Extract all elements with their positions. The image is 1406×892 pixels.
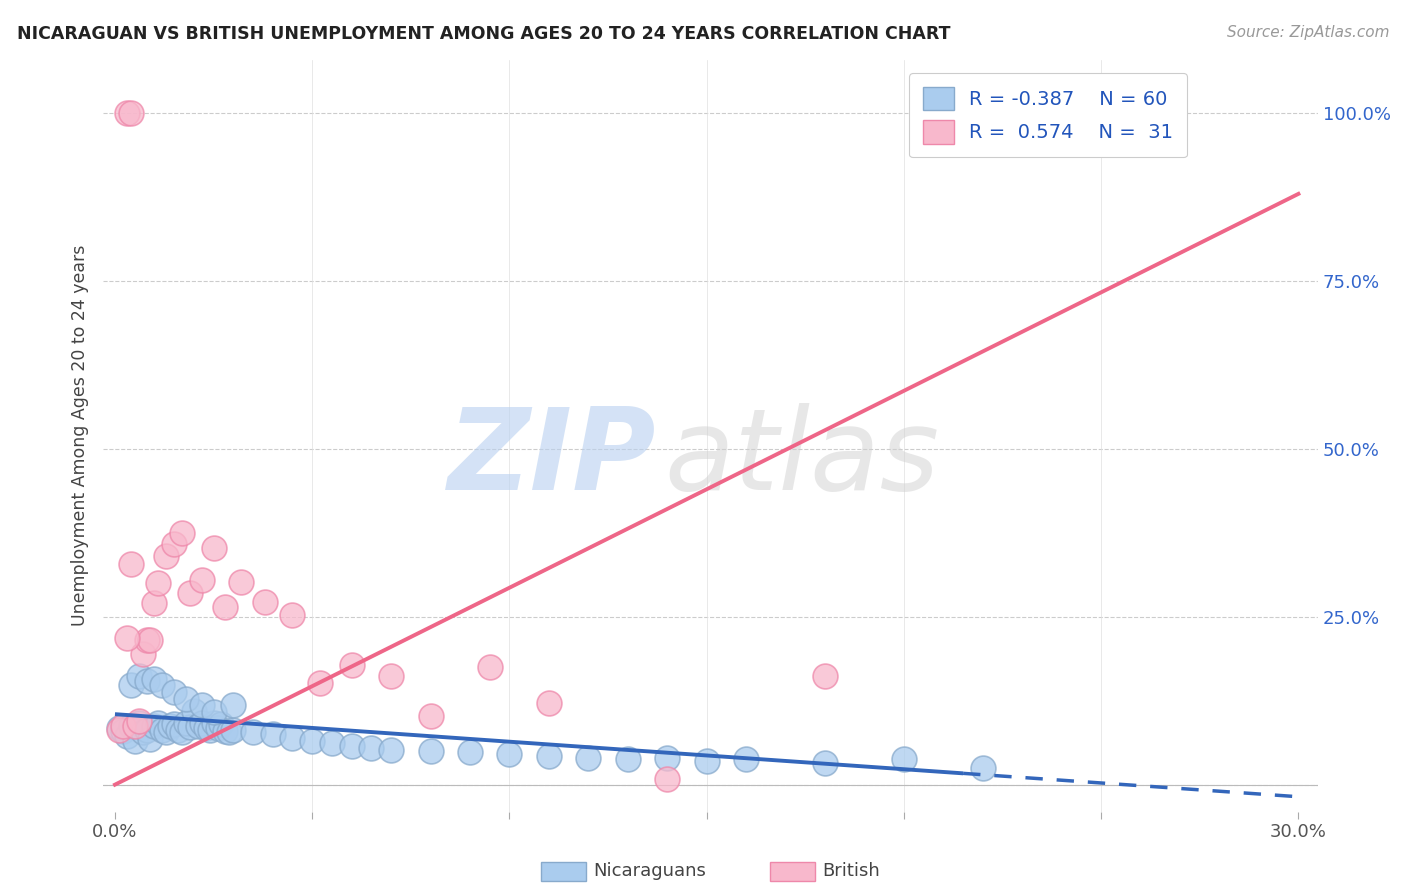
Point [657,751,679,765]
Text: ZIP: ZIP [447,402,657,514]
Point [419,709,441,723]
Point [135,633,157,648]
Point [183,704,205,718]
Point [174,715,197,730]
Point [155,549,177,564]
Point [190,698,212,713]
Point [340,658,363,673]
Point [148,715,170,730]
Point [170,525,193,540]
Point [108,721,131,735]
Point [419,744,441,758]
Point [657,772,679,787]
Point [301,734,323,748]
Point [696,754,718,768]
Point [111,723,134,738]
Point [143,718,166,732]
Point [814,756,837,771]
Point [170,725,193,739]
Text: atlas: atlas [665,402,939,514]
Point [174,691,197,706]
Point [380,743,402,757]
Point [143,672,166,686]
Point [262,727,284,741]
Point [163,717,186,731]
Point [139,633,162,648]
Text: Nicaraguans: Nicaraguans [593,863,706,880]
Point [458,746,481,760]
Point [218,725,240,739]
Point [179,720,201,734]
Point [498,747,520,762]
Point [214,723,236,738]
Point [148,576,170,591]
Point [150,678,173,692]
Point [735,752,758,766]
Y-axis label: Unemployment Among Ages 20 to 24 years: Unemployment Among Ages 20 to 24 years [72,245,89,626]
Point [222,723,245,737]
Point [202,541,225,556]
Point [198,723,221,737]
Point [190,715,212,730]
Point [576,751,599,765]
Point [131,725,153,739]
Point [124,718,146,732]
Point [179,586,201,600]
Point [893,752,915,766]
Point [187,718,209,732]
Point [115,632,138,646]
Text: Source: ZipAtlas.com: Source: ZipAtlas.com [1226,25,1389,40]
Point [202,715,225,730]
Point [120,558,142,572]
Point [242,725,264,739]
Point [478,660,501,674]
Point [128,714,150,728]
Point [128,669,150,683]
Point [972,761,994,775]
Point [143,596,166,610]
Point [617,752,640,766]
Point [222,698,245,713]
Point [360,740,382,755]
Point [231,574,253,589]
Point [281,608,304,623]
Point [135,673,157,688]
Point [108,723,131,737]
Point [281,731,304,745]
Point [380,669,402,683]
Point [211,717,233,731]
Point [340,739,363,753]
Point [214,599,236,614]
Point [253,595,276,609]
Point [150,723,173,737]
Point [167,723,190,737]
Point [120,678,142,692]
Point [139,731,162,746]
Point [124,734,146,748]
Point [202,705,225,719]
Text: NICARAGUAN VS BRITISH UNEMPLOYMENT AMONG AGES 20 TO 24 YEARS CORRELATION CHART: NICARAGUAN VS BRITISH UNEMPLOYMENT AMONG… [17,25,950,43]
Point [131,647,153,661]
Point [814,669,837,683]
Legend: R = -0.387    N = 60, R =  0.574    N =  31: R = -0.387 N = 60, R = 0.574 N = 31 [910,73,1187,158]
Point [207,721,229,735]
Point [537,696,560,710]
Point [537,749,560,764]
Point [194,721,217,735]
Point [159,718,181,732]
Point [135,723,157,737]
Point [111,718,134,732]
Point [120,718,142,732]
Point [155,725,177,739]
Point [115,729,138,743]
Point [309,675,332,690]
Point [128,715,150,730]
Text: British: British [823,863,880,880]
Point [190,573,212,587]
Point [163,537,186,551]
Point [120,106,142,120]
Point [115,106,138,120]
Point [163,685,186,699]
Point [321,736,343,750]
